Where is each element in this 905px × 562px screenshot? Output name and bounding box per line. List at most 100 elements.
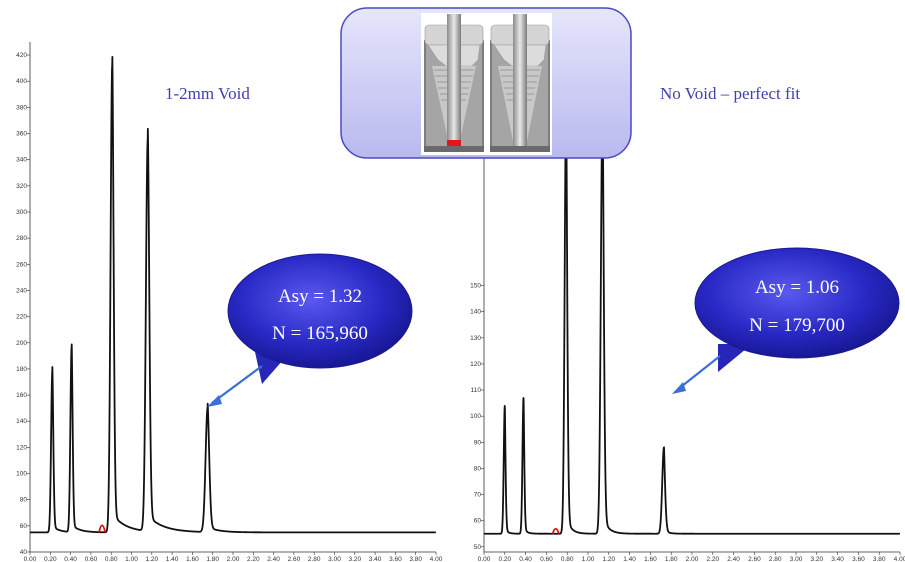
void-fitting-icon [424, 14, 484, 152]
left-caption: 1-2mm Void [165, 84, 250, 103]
perfect-fit-fitting-icon [490, 14, 550, 152]
x-tick-label: 1.00 [582, 556, 595, 562]
left-y-ticks: 40 60 80 100 120 140 160 180 200 220 240 260 280 300 3… [16, 52, 30, 556]
x-tick-label: 1.20 [145, 556, 158, 562]
left-callout-asy: Asy = 1.32 [278, 286, 362, 307]
y-tick-label: 180 [16, 366, 27, 373]
x-tick-label: 3.00 [790, 556, 803, 562]
x-tick-label: 0.80 [561, 556, 574, 562]
x-tick-label: 1.00 [125, 556, 138, 562]
x-tick-label: 2.40 [267, 556, 280, 562]
x-tick-label: 2.80 [308, 556, 321, 562]
right-callout-asy: Asy = 1.06 [755, 277, 839, 298]
y-tick-label: 360 [16, 131, 27, 138]
y-tick-label: 340 [16, 157, 27, 164]
y-tick-label: 80 [20, 497, 28, 504]
x-tick-label: 0.20 [44, 556, 57, 562]
x-tick-label: 0.60 [540, 556, 553, 562]
fitting-illustration-panel [340, 7, 632, 159]
right-y-ticks: 50 60 70 80 90 100 110 120 130 140 150 [470, 283, 484, 551]
x-tick-label: 3.80 [873, 556, 886, 562]
left-chromatogram: 40 60 80 100 120 140 160 180 200 220 240 260 280 300 3… [16, 42, 443, 562]
y-tick-label: 60 [20, 523, 28, 530]
y-tick-label: 400 [16, 78, 27, 85]
right-caption: No Void – perfect fit [660, 84, 800, 103]
x-tick-label: 0.40 [64, 556, 77, 562]
x-tick-label: 0.00 [24, 556, 37, 562]
x-tick-label: 0.80 [105, 556, 118, 562]
y-tick-label: 240 [16, 287, 27, 294]
left-overlap-marker [98, 524, 106, 533]
x-tick-label: 0.20 [498, 556, 511, 562]
x-tick-label: 3.40 [369, 556, 382, 562]
x-tick-label: 2.00 [686, 556, 699, 562]
x-tick-label: 2.20 [706, 556, 719, 562]
x-tick-label: 3.00 [328, 556, 341, 562]
y-tick-label: 300 [16, 209, 27, 216]
x-tick-label: 3.80 [409, 556, 422, 562]
y-tick-label: 160 [16, 392, 27, 399]
x-tick-label: 3.40 [831, 556, 844, 562]
y-tick-label: 220 [16, 314, 27, 321]
y-tick-label: 110 [471, 387, 482, 394]
right-x-ticks: 0.00 0.20 0.40 0.60 0.80 1.00 1.20 1.40 1.60 1.80… [478, 552, 905, 562]
y-tick-label: 90 [474, 439, 482, 446]
left-callout-n: N = 165,960 [272, 323, 368, 344]
x-tick-label: 4.00 [430, 556, 443, 562]
left-callout: Asy = 1.32 N = 165,960 [207, 253, 413, 407]
y-tick-label: 70 [474, 492, 482, 499]
y-tick-label: 420 [16, 52, 27, 59]
x-tick-label: 3.60 [852, 556, 865, 562]
x-tick-label: 1.80 [665, 556, 678, 562]
x-tick-label: 1.60 [644, 556, 657, 562]
left-trace-line [29, 55, 437, 534]
y-tick-label: 380 [16, 104, 27, 111]
right-callout-arrow [676, 355, 721, 391]
y-tick-label: 120 [16, 444, 27, 451]
x-tick-label: 0.00 [478, 556, 491, 562]
y-tick-label: 140 [16, 418, 27, 425]
y-tick-label: 200 [16, 340, 27, 347]
y-tick-label: 100 [16, 471, 27, 478]
x-tick-label: 2.20 [247, 556, 260, 562]
x-tick-label: 1.40 [166, 556, 179, 562]
left-callout-bubble [227, 253, 413, 369]
x-tick-label: 1.40 [623, 556, 636, 562]
x-tick-label: 1.80 [206, 556, 219, 562]
x-tick-label: 3.20 [348, 556, 361, 562]
y-tick-label: 320 [16, 183, 27, 190]
right-callout-tail [718, 344, 752, 372]
x-tick-label: 1.60 [186, 556, 199, 562]
y-tick-label: 80 [474, 465, 482, 472]
y-tick-label: 50 [474, 544, 482, 551]
x-tick-label: 2.40 [727, 556, 740, 562]
x-tick-label: 4.00 [894, 556, 905, 562]
right-callout-bubble [694, 247, 900, 359]
y-tick-label: 280 [16, 235, 27, 242]
x-tick-label: 3.20 [810, 556, 823, 562]
x-tick-label: 2.60 [288, 556, 301, 562]
left-callout-arrow [211, 365, 263, 404]
y-tick-label: 120 [470, 361, 481, 368]
right-callout: Asy = 1.06 N = 179,700 [672, 247, 900, 394]
right-callout-arrowhead [672, 382, 686, 394]
y-tick-label: 150 [470, 283, 481, 290]
x-tick-label: 2.80 [769, 556, 782, 562]
left-x-ticks: 0.00 0.20 0.40 0.60 0.80 1.00 1.20 1.40 1.60 1.80… [24, 552, 443, 562]
right-overlap-marker [551, 527, 560, 534]
y-tick-label: 60 [474, 518, 482, 525]
y-tick-label: 140 [470, 309, 481, 316]
y-tick-label: 40 [20, 549, 28, 556]
x-tick-label: 2.00 [227, 556, 240, 562]
x-tick-label: 1.20 [602, 556, 615, 562]
y-tick-label: 130 [470, 335, 481, 342]
y-tick-label: 260 [16, 261, 27, 268]
x-tick-label: 0.40 [519, 556, 532, 562]
x-tick-label: 2.60 [748, 556, 761, 562]
right-chromatogram: 50 60 70 80 90 100 110 120 130 140 150 0.00 0.20 0.4… [470, 84, 905, 562]
left-callout-arrowhead [207, 395, 222, 407]
y-tick-label: 100 [470, 413, 481, 420]
right-callout-n: N = 179,700 [749, 315, 845, 336]
x-tick-label: 3.60 [389, 556, 402, 562]
